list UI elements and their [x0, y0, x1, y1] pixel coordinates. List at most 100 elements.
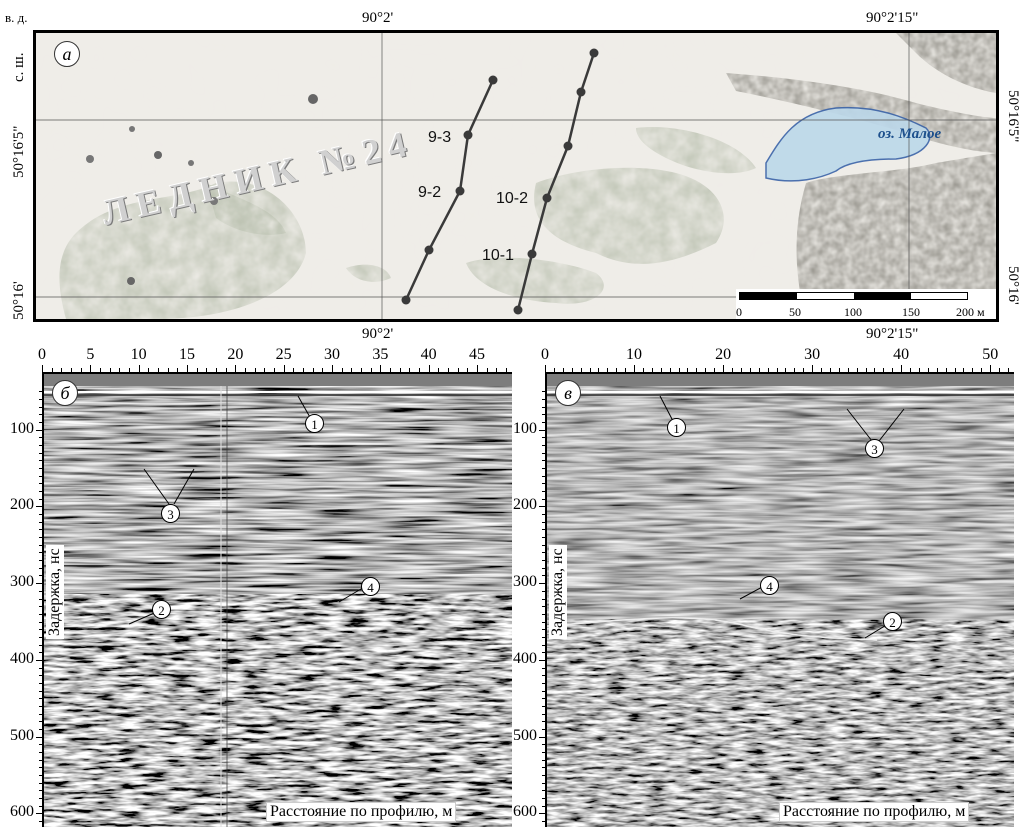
radargram-b-image: [44, 374, 512, 827]
radargram_b-x-minor-tick: [129, 368, 130, 372]
radargram_v-y-minor-tick: [542, 475, 545, 477]
radargram-b-x-axis: 0 5 10 15 20 25 30 35 40 45: [38, 346, 510, 372]
radargram_b-x-minor-tick: [167, 368, 169, 372]
radargram_b-y-minor-tick: [39, 414, 42, 416]
radargram_v-y-minor-tick: [542, 675, 545, 677]
radargram_v-x-minor-tick: [865, 368, 867, 372]
radargram_b-x-minor-tick: [390, 368, 391, 372]
radargram_b-y-minor-tick: [39, 721, 42, 723]
radargram_b-y-minor-tick: [39, 659, 42, 661]
radargram_b-x-minor-tick: [206, 368, 208, 372]
radargram_v-y-tick-400: 400: [513, 649, 537, 667]
lon-bottom-left: 90°2': [362, 326, 394, 342]
radargram_v-y-minor-tick: [542, 583, 545, 585]
radargram_v-x-minor-tick: [999, 368, 1001, 372]
radargram_b-y-minor-tick: [39, 652, 42, 654]
radargram_b-y-minor-tick: [39, 782, 42, 784]
scale-tick-50: 50: [789, 305, 801, 319]
radargram_b-y-minor-tick: [39, 744, 42, 746]
radargram_v-x-tick-30: 30: [804, 346, 821, 363]
radargram_v-y-minor-tick: [542, 429, 545, 431]
radargram_v-y-minor-tick: [542, 798, 545, 800]
radargram_v-y-minor-tick: [542, 483, 545, 485]
radargram_b-y-minor-tick: [39, 560, 42, 562]
radargram_v-y-minor-tick: [542, 575, 545, 577]
radargram_b-y-minor-tick: [39, 752, 42, 754]
radargram_b-y-tick-200: 200: [10, 496, 34, 514]
radargram_b-x-minor-tick: [71, 368, 72, 372]
radargram_b-x-tick-20: 20: [227, 346, 244, 363]
radargram_v-x-minor-tick: [972, 368, 974, 372]
radargram_v-x-minor-tick: [660, 368, 662, 372]
radargram_v-x-minor-tick: [927, 368, 929, 372]
radargram_v-y-minor-tick: [542, 498, 545, 500]
radargram-b-xlabel: Расстояние по профилю, м: [266, 802, 457, 822]
radargram-v-ylabel: Задержка, нс: [549, 545, 567, 639]
radargram_b-x-minor-tick: [80, 368, 82, 372]
radargram_b-y-minor-tick: [39, 537, 42, 539]
radargram_v-y-minor-tick: [542, 644, 545, 646]
radargram_b-y-minor-tick: [39, 521, 42, 523]
radargram_v-x-minor-tick: [821, 368, 823, 372]
radargram_b-y-minor-tick: [39, 437, 42, 439]
radargram_v-x-minor-tick: [874, 368, 876, 372]
radargram_b-x-minor-tick: [332, 368, 333, 372]
radargram_b-x-minor-tick: [264, 368, 266, 372]
scale-tick-200: 200 м: [956, 305, 985, 319]
radargram_b-x-minor-tick: [419, 368, 420, 372]
radargram_v-y-minor-tick: [542, 790, 545, 792]
radargram_v-y-tick-600: 600: [513, 803, 537, 821]
radargram_b-y-tick-100: 100: [10, 419, 34, 437]
radargram_b-x-minor-tick: [322, 368, 324, 372]
radargram_b-x-minor-tick: [216, 368, 217, 372]
radargram_b-y-minor-tick: [39, 590, 42, 592]
radargram_v-x-minor-tick: [785, 368, 787, 372]
radargram_b-y-minor-tick: [39, 767, 42, 769]
radargram_b-x-minor-tick: [158, 368, 159, 372]
marker-b-1: 1: [305, 414, 324, 433]
radargram_v-y-tick-200: 200: [513, 496, 537, 514]
radargram_b-x-minor-tick: [274, 368, 275, 372]
radargram_v-x-minor-tick: [740, 368, 742, 372]
radargram_b-x-tick-35: 35: [372, 346, 389, 363]
radargram-v: в 1 3 4 2 Расстояние по профилю, м Задер…: [545, 372, 1014, 827]
radargram_b-y-minor-tick: [39, 790, 42, 792]
radargram_b-y-minor-tick: [39, 798, 42, 800]
radargram_v-x-minor-tick: [731, 368, 733, 372]
radargram_v-x-minor-tick: [642, 368, 644, 372]
radargram_b-x-minor-tick: [496, 368, 498, 372]
radargram_v-x-minor-tick: [598, 368, 600, 372]
radargram_b-y-minor-tick: [39, 452, 42, 454]
lon-top-left: 90°2': [362, 10, 394, 26]
radargram_v-x-minor-tick: [678, 368, 680, 372]
radargram_v-x-minor-tick: [714, 368, 716, 372]
marker-v-2: 2: [883, 612, 902, 631]
lat-right-top: 50°16'5": [1005, 90, 1021, 143]
radargram_v-x-minor-tick: [936, 368, 938, 372]
radargram_b-x-minor-tick: [341, 368, 343, 372]
radargram_b-y-minor-tick: [39, 636, 42, 638]
scale-tick-100: 100: [844, 305, 862, 319]
radargram_v-y-minor-tick: [542, 491, 545, 492]
radargram_b-y-minor-tick: [39, 475, 42, 477]
radargram_b-y-minor-tick: [39, 460, 42, 462]
radargram_b-x-minor-tick: [235, 368, 237, 372]
radargram_v-x-minor-tick: [571, 368, 573, 372]
radargram_v-x-minor-tick: [892, 368, 894, 372]
radargram_v-x-minor-tick: [562, 368, 564, 372]
radargram-b-ylabel: Задержка, нс: [46, 545, 64, 639]
radargram_v-x-tick-50: 50: [982, 346, 999, 363]
radargram_b-x-minor-tick: [100, 368, 101, 372]
radargram_v-x-minor-tick: [829, 368, 831, 372]
panel-letter-v: в: [555, 380, 581, 406]
radargram_v-x-minor-tick: [910, 368, 912, 372]
map-image: [36, 33, 996, 319]
radargram_b-x-tick-5: 5: [86, 346, 95, 363]
radargram_v-y-minor-tick: [542, 629, 545, 631]
radargram_v-y-minor-tick: [542, 729, 545, 731]
radargram_v-y-minor-tick: [542, 544, 545, 546]
radargram_v-y-minor-tick: [542, 782, 545, 784]
radargram_v-x-minor-tick: [553, 368, 555, 372]
radargram_v-y-minor-tick: [542, 452, 545, 454]
radargram_v-x-minor-tick: [580, 368, 582, 372]
